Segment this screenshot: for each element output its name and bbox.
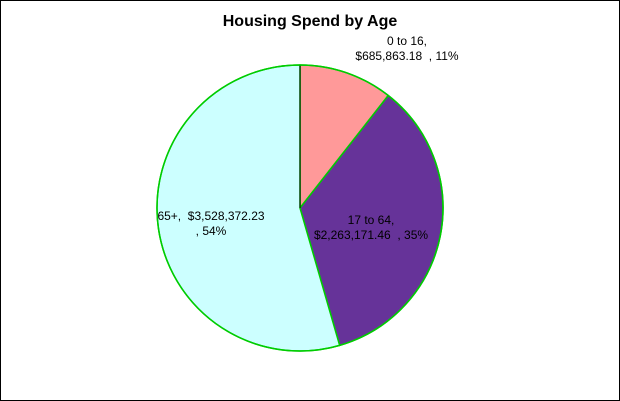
data-label-0-to-16: 0 to 16, $685,863.18 , 11% bbox=[355, 34, 459, 63]
data-label-17-to-64: 17 to 64, $2,263,171.46 , 35% bbox=[314, 213, 428, 242]
pie-outline bbox=[156, 64, 444, 352]
data-label-65: 65+, $3,528,372.23, 54% bbox=[157, 209, 264, 238]
chart-title: Housing Spend by Age bbox=[222, 13, 398, 30]
